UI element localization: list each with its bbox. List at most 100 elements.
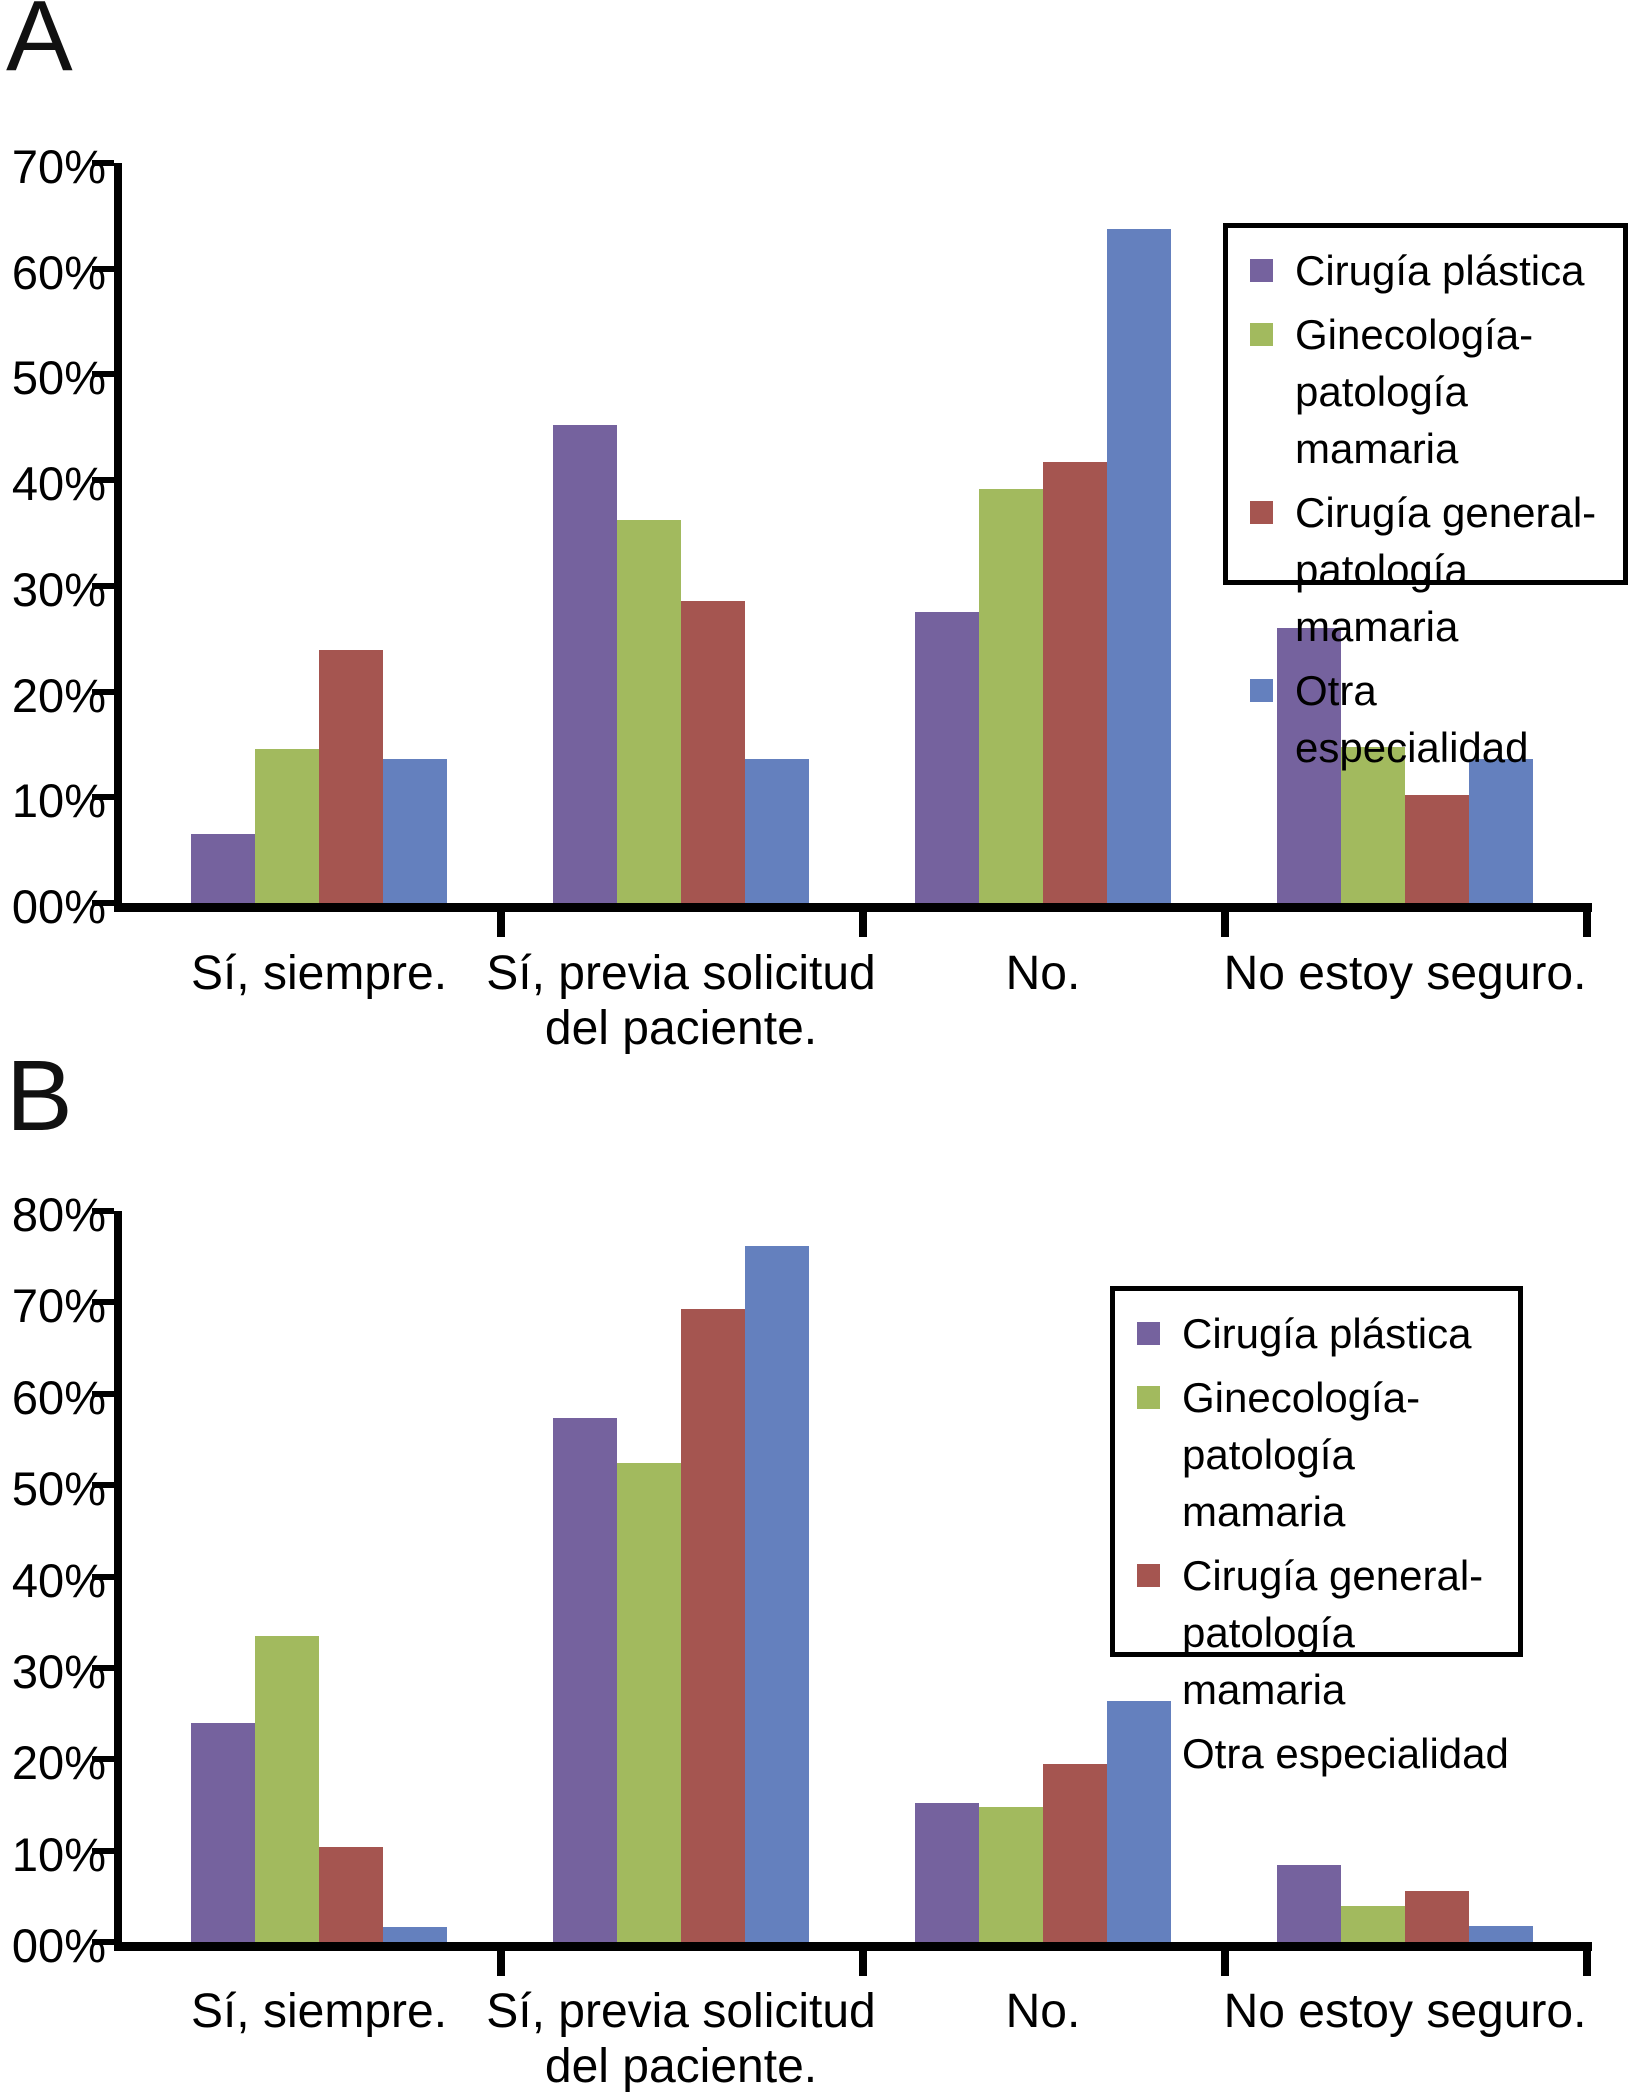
legend-item: Cirugía plástica <box>1250 242 1615 299</box>
y-axis <box>114 1211 122 1951</box>
legend-swatch-red <box>1137 1564 1160 1587</box>
bar-green <box>617 1463 681 1942</box>
y-tick-label: 00% <box>11 880 106 933</box>
legend-item: Ginecología-patología mamaria <box>1137 1369 1510 1540</box>
legend-label: Cirugía plástica <box>1295 242 1584 299</box>
y-axis-tick <box>92 1574 114 1580</box>
bar-purple <box>191 834 255 903</box>
panel-label-b: B <box>6 1040 73 1152</box>
y-tick-label: 00% <box>11 1919 106 1972</box>
legend-label-line: patología mamaria <box>1295 546 1468 650</box>
legend-item: Cirugía general-patología mamaria <box>1137 1547 1510 1718</box>
bar-purple <box>1277 1865 1341 1942</box>
legend-label: Ginecología-patología mamaria <box>1295 306 1615 477</box>
y-axis-tick <box>92 266 114 272</box>
x-axis <box>114 1942 1592 1951</box>
x-axis-tick <box>1221 1951 1229 1976</box>
legend-swatch-red <box>1250 501 1273 524</box>
bar-blue <box>1107 229 1171 903</box>
bar-green <box>1341 1906 1405 1942</box>
y-axis-tick <box>92 1391 114 1397</box>
bar-green <box>1341 747 1405 903</box>
bar-green <box>617 520 681 903</box>
bar-blue <box>1469 759 1533 903</box>
bar-red <box>1043 1764 1107 1942</box>
category-label-line: No. <box>1005 947 1081 1000</box>
bar-green <box>979 1807 1043 1942</box>
x-axis-tick <box>497 912 505 937</box>
x-axis-tick <box>497 1951 505 1976</box>
y-axis-tick <box>92 1665 114 1671</box>
legend-item: Cirugía plástica <box>1137 1305 1510 1362</box>
x-axis-tick <box>1221 912 1229 937</box>
legend-label: Cirugía plástica <box>1182 1305 1471 1362</box>
legend-label: Otra especialidad <box>1182 1725 1509 1782</box>
category-label-line: del paciente. <box>544 2040 818 2093</box>
y-tick-label: 50% <box>11 1462 106 1515</box>
category-label: No. <box>763 1984 1323 2039</box>
legend-label-line: Otra especialidad <box>1295 667 1529 771</box>
category-label-line: No. <box>1005 1985 1081 2038</box>
legend: Cirugía plástica Ginecología-patología ma… <box>1110 1286 1523 1777</box>
y-tick-label: 30% <box>11 1645 106 1698</box>
category-label-line: Sí, previa solicitud <box>486 947 876 1000</box>
category-label: No estoy seguro. <box>1125 1984 1637 2039</box>
bar-green <box>255 749 319 903</box>
category-label: Sí, previa solicitud del paciente. <box>401 946 961 1056</box>
y-tick-label: 80% <box>11 1188 106 1241</box>
y-axis-tick <box>92 794 114 800</box>
y-tick-label: 70% <box>11 1279 106 1332</box>
legend-swatch-purple <box>1137 1322 1160 1345</box>
bar-red <box>1405 1891 1469 1942</box>
y-tick-label: 50% <box>11 351 106 404</box>
panel-label-a: A <box>6 0 73 92</box>
bar-blue <box>1107 1701 1171 1942</box>
bar-purple <box>915 1803 979 1942</box>
bar-blue <box>1469 1926 1533 1942</box>
legend-swatch-green <box>1250 323 1273 346</box>
y-tick-label: 40% <box>11 457 106 510</box>
legend-item: Ginecología-patología mamaria <box>1250 306 1615 477</box>
y-tick-label: 10% <box>11 774 106 827</box>
legend-label-line: patología mamaria <box>1182 1609 1355 1713</box>
x-axis-tick <box>1583 1951 1591 1976</box>
y-axis-tick <box>92 1208 114 1214</box>
bar-green <box>255 1636 319 1942</box>
legend-item: Otra especialidad <box>1137 1725 1510 1782</box>
bar-red <box>1405 795 1469 903</box>
category-label-line: Sí, siempre. <box>190 947 448 1000</box>
y-axis-tick <box>92 160 114 166</box>
bar-red <box>1043 462 1107 903</box>
y-tick-label: 20% <box>11 1736 106 1789</box>
y-tick-label: 40% <box>11 1554 106 1607</box>
legend-label-line: Ginecología- <box>1295 311 1534 358</box>
y-tick-label: 30% <box>11 563 106 616</box>
bar-purple <box>1277 628 1341 903</box>
legend-swatch-blue <box>1250 679 1273 702</box>
y-tick-label: 70% <box>11 140 106 193</box>
y-axis-tick <box>92 477 114 483</box>
y-tick-label: 60% <box>11 1371 106 1424</box>
legend-label-line: Ginecología- <box>1182 1374 1421 1421</box>
bar-red <box>681 601 745 903</box>
category-label-line: No estoy seguro. <box>1223 1985 1587 2038</box>
bar-blue <box>745 1246 809 1942</box>
x-axis-tick <box>1583 912 1591 937</box>
x-axis-tick <box>859 1951 867 1976</box>
bar-purple <box>553 425 617 903</box>
bar-blue <box>383 1927 447 1942</box>
category-label-line: No estoy seguro. <box>1223 947 1587 1000</box>
bar-purple <box>553 1418 617 1942</box>
legend-label: Cirugía general-patología mamaria <box>1182 1547 1510 1718</box>
y-tick-label: 60% <box>11 246 106 299</box>
category-label-line: Sí, previa solicitud <box>486 1985 876 2038</box>
y-axis-tick <box>92 1848 114 1854</box>
category-label: No. <box>763 946 1323 1001</box>
bar-purple <box>915 612 979 903</box>
category-label: No estoy seguro. <box>1125 946 1637 1001</box>
x-axis-tick <box>859 912 867 937</box>
legend-label-line: Cirugía general- <box>1295 489 1597 536</box>
legend: Cirugía plástica Ginecología-patología ma… <box>1223 223 1628 771</box>
category-label: Sí, siempre. <box>39 946 599 1001</box>
